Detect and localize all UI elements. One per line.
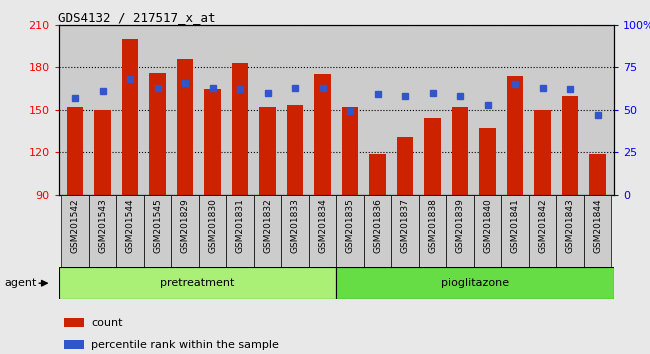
Bar [226,195,254,267]
Bar [287,105,304,195]
Text: percentile rank within the sample: percentile rank within the sample [91,340,279,350]
Bar [391,195,419,267]
Text: pioglitazone: pioglitazone [441,278,510,288]
Text: GSM201839: GSM201839 [456,198,465,253]
Bar [281,195,309,267]
Bar [67,107,83,195]
Bar [369,154,386,195]
Text: GDS4132 / 217517_x_at: GDS4132 / 217517_x_at [58,11,216,24]
Text: GSM201542: GSM201542 [70,198,79,253]
Text: GSM201837: GSM201837 [400,198,410,253]
Bar [556,195,584,267]
Bar [309,195,337,267]
Bar [529,195,556,267]
Bar [474,195,501,267]
Bar [94,110,111,195]
Bar [116,195,144,267]
Bar [177,59,193,195]
Text: pretreatment: pretreatment [161,278,235,288]
Bar [534,110,551,195]
Text: GSM201543: GSM201543 [98,198,107,253]
Bar [315,74,331,195]
Text: GSM201829: GSM201829 [181,198,190,253]
Text: GSM201836: GSM201836 [373,198,382,253]
Bar [122,39,138,195]
Bar [259,107,276,195]
Bar [172,195,199,267]
Text: GSM201835: GSM201835 [346,198,355,253]
Bar [590,154,606,195]
Bar [254,195,281,267]
Bar [232,63,248,195]
Text: GSM201838: GSM201838 [428,198,437,253]
Text: GSM201830: GSM201830 [208,198,217,253]
Bar [584,195,612,267]
Bar [419,195,447,267]
Bar [199,195,226,267]
Text: GSM201840: GSM201840 [483,198,492,253]
Bar [364,195,391,267]
Text: GSM201842: GSM201842 [538,198,547,253]
Text: GSM201843: GSM201843 [566,198,575,253]
Text: agent: agent [5,278,37,287]
Text: GSM201841: GSM201841 [511,198,520,253]
Bar [337,195,364,267]
Text: GSM201831: GSM201831 [235,198,244,253]
Bar [397,137,413,195]
Bar [64,318,84,327]
Text: GSM201832: GSM201832 [263,198,272,253]
Bar [337,267,614,299]
Bar [424,118,441,195]
Bar [480,128,496,195]
Text: GSM201833: GSM201833 [291,198,300,253]
Text: GSM201545: GSM201545 [153,198,162,253]
Bar [452,107,469,195]
Bar [64,340,84,349]
Bar [447,195,474,267]
Text: count: count [91,318,123,328]
Text: GSM201844: GSM201844 [593,198,603,253]
Bar [144,195,172,267]
Bar [150,73,166,195]
Bar [507,76,523,195]
Bar [501,195,529,267]
Bar [89,195,116,267]
Text: GSM201834: GSM201834 [318,198,327,253]
Bar [562,96,578,195]
Text: GSM201544: GSM201544 [125,198,135,253]
Bar [58,267,337,299]
Bar [61,195,89,267]
Bar [204,88,221,195]
Bar [342,107,358,195]
